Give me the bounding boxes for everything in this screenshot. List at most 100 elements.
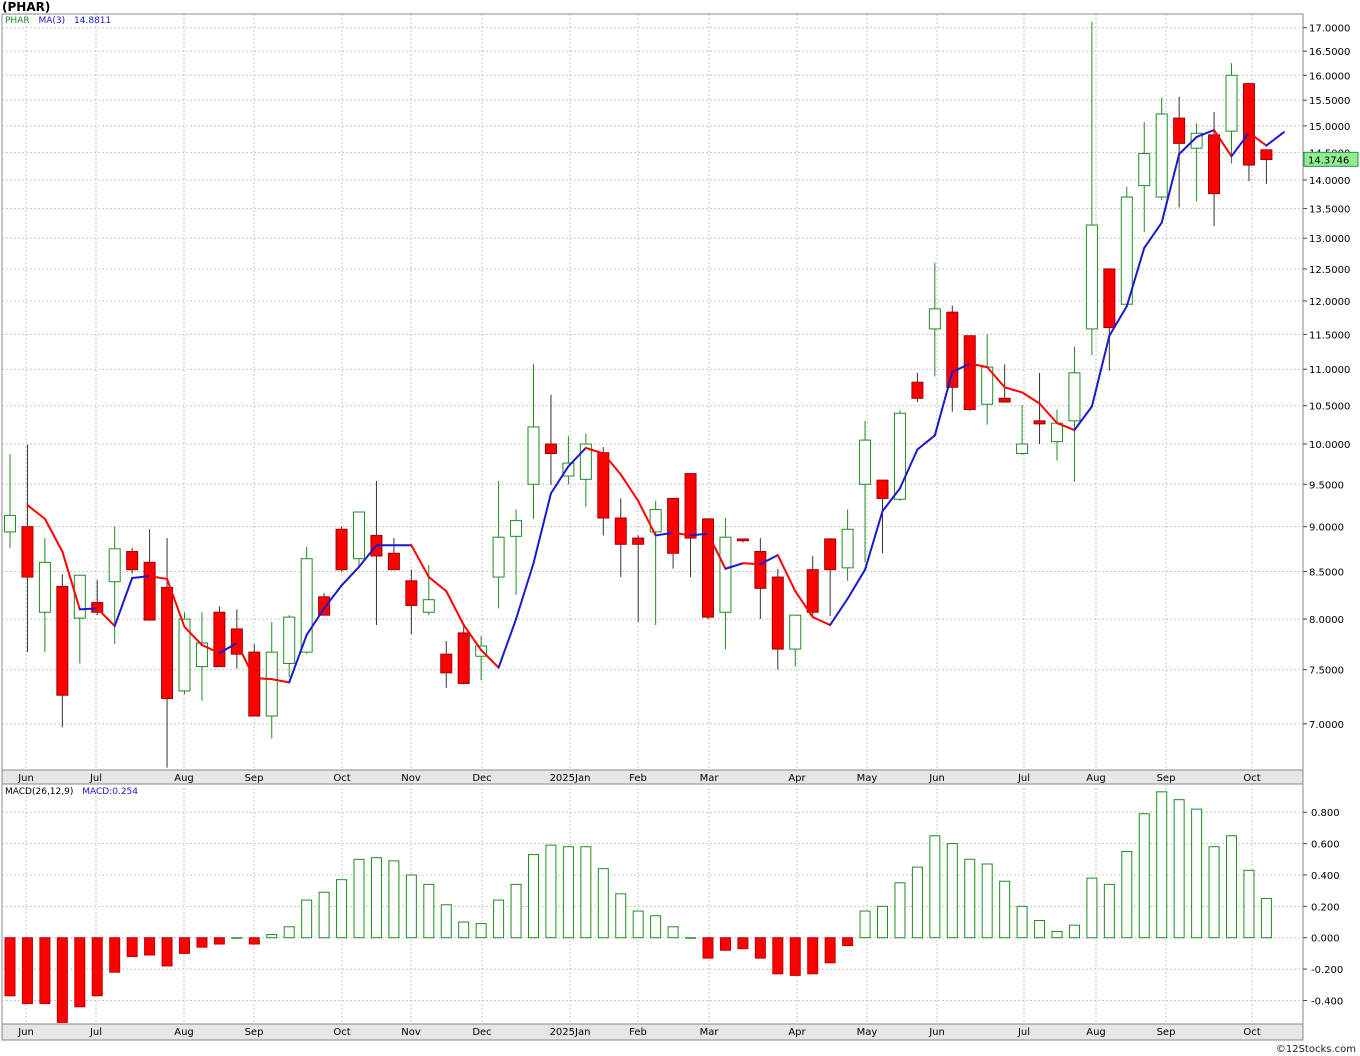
macd-bar bbox=[213, 937, 225, 945]
ma-line-segment bbox=[200, 643, 221, 655]
candle bbox=[283, 615, 296, 678]
price-tick-label: 10.5000 bbox=[1309, 402, 1350, 413]
ma-line-segment bbox=[1038, 402, 1058, 425]
candle bbox=[405, 569, 418, 634]
candle-body bbox=[353, 511, 365, 560]
candle-body bbox=[1155, 113, 1168, 198]
macd-bar bbox=[999, 880, 1011, 939]
candle bbox=[1260, 149, 1273, 184]
price-tick-label: 11.5000 bbox=[1309, 330, 1350, 341]
candle bbox=[492, 480, 505, 609]
candle bbox=[248, 643, 261, 717]
candle-body bbox=[614, 517, 627, 545]
macd-bar bbox=[510, 883, 522, 939]
candle bbox=[213, 606, 226, 668]
candle-body bbox=[859, 439, 872, 485]
ma-line-segment bbox=[43, 517, 64, 553]
candle-body bbox=[893, 412, 906, 500]
candle bbox=[789, 614, 802, 667]
macd-bar bbox=[685, 937, 697, 939]
chart-title: (PHAR) bbox=[2, 0, 51, 14]
macd-bar bbox=[981, 863, 993, 939]
candle-body bbox=[405, 580, 418, 606]
candle-body bbox=[283, 616, 296, 664]
macd-bar bbox=[74, 937, 86, 1008]
macd-bar bbox=[545, 844, 557, 939]
macd-x-label: Mar bbox=[700, 1027, 720, 1038]
candle-body bbox=[510, 520, 523, 537]
price-x-label: Mar bbox=[700, 773, 720, 784]
candle-body bbox=[649, 508, 662, 533]
macd-bar bbox=[528, 854, 539, 939]
candle bbox=[928, 262, 941, 377]
macd-bar bbox=[807, 937, 819, 975]
macd-bar bbox=[1103, 883, 1115, 939]
macd-panel: Jun Jul Aug Sep Oct Nov Dec 2025Jan Feb Mar Apr May… bbox=[1, 783, 1343, 1041]
ma-line-segment bbox=[253, 677, 273, 681]
ma-line-segment bbox=[270, 678, 291, 684]
candle bbox=[859, 420, 872, 563]
macd-x-label: Oct bbox=[1243, 1027, 1260, 1038]
ma-line-segment bbox=[584, 446, 605, 455]
candle-body bbox=[387, 552, 400, 571]
price-x-label: May bbox=[857, 773, 878, 784]
candle-body bbox=[597, 452, 610, 519]
macd-bar bbox=[580, 846, 592, 939]
candle bbox=[353, 511, 365, 568]
candle bbox=[335, 526, 348, 572]
candle-body bbox=[440, 653, 453, 674]
macd-bar bbox=[1191, 808, 1203, 939]
candle-body bbox=[998, 397, 1011, 403]
candle-body bbox=[946, 311, 959, 388]
candle bbox=[806, 555, 819, 617]
macd-bar bbox=[248, 937, 260, 945]
candle-body bbox=[789, 614, 802, 650]
macd-x-label: Apr bbox=[788, 1027, 806, 1038]
price-tick-label: 16.5000 bbox=[1309, 47, 1350, 58]
ma-line-segment bbox=[881, 487, 901, 513]
macd-bar bbox=[894, 882, 906, 939]
price-tick-label: 13.0000 bbox=[1309, 234, 1350, 245]
macd-bar bbox=[301, 899, 313, 939]
macd-x-label: Feb bbox=[629, 1027, 647, 1038]
last-price-box bbox=[1303, 151, 1359, 167]
macd-bar bbox=[493, 899, 505, 939]
price-legend: PHAR MA(3) 14.8811 bbox=[5, 16, 111, 26]
price-tick-label: 14.0000 bbox=[1309, 176, 1350, 187]
macd-tick-label: 0.600 bbox=[1311, 840, 1340, 851]
ma-line-segment bbox=[410, 544, 430, 579]
macd-bar bbox=[964, 858, 976, 939]
macd-bar bbox=[336, 879, 348, 939]
candle bbox=[824, 538, 837, 617]
macd-bar bbox=[650, 915, 662, 939]
macd-x-label: Nov bbox=[401, 1027, 421, 1038]
macd-bar bbox=[1016, 905, 1028, 939]
price-x-label: Jun bbox=[928, 773, 945, 784]
candle bbox=[1120, 186, 1133, 305]
macd-bar bbox=[1086, 877, 1098, 939]
candle-body bbox=[667, 497, 680, 554]
ma-line-segment bbox=[515, 562, 535, 621]
price-x-label: Aug bbox=[174, 773, 194, 784]
candle-body bbox=[702, 518, 714, 618]
candle-body bbox=[1016, 443, 1029, 454]
price-tick-label: 8.0000 bbox=[1309, 615, 1344, 626]
ma-line-segment bbox=[846, 568, 867, 600]
ma-line-segment bbox=[218, 641, 238, 655]
candle bbox=[876, 479, 889, 554]
candle-body bbox=[248, 651, 261, 717]
macd-bar bbox=[1260, 898, 1272, 939]
candle-body bbox=[422, 599, 435, 613]
macd-bar bbox=[440, 904, 452, 939]
macd-bar bbox=[789, 937, 801, 976]
candle-body bbox=[161, 586, 174, 699]
candle-body bbox=[1138, 153, 1151, 187]
ma-line-segment bbox=[968, 362, 989, 369]
macd-tick-label: 0.400 bbox=[1311, 871, 1340, 882]
candle bbox=[527, 364, 540, 519]
candle bbox=[1085, 21, 1098, 356]
price-x-label: Oct bbox=[1243, 773, 1260, 784]
price-x-label: Sep bbox=[245, 773, 264, 784]
macd-x-label: Sep bbox=[245, 1027, 264, 1038]
candle-body bbox=[806, 569, 819, 613]
